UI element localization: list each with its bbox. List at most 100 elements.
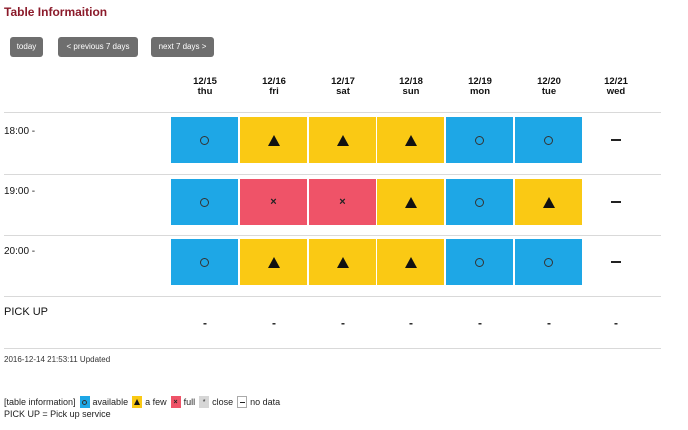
day-date: 12/21 [604,76,628,87]
triangle-icon [336,134,349,146]
day-of-week: tue [541,86,557,97]
availability-cell[interactable]: × [240,179,307,225]
triangle-icon [542,196,555,208]
circle-icon [475,135,484,145]
day-of-week: fri [269,86,279,97]
legend-prefix: [table information] [4,397,76,407]
time-slot-label: 20:00 - [4,246,36,257]
day-date: 12/17 [331,76,355,87]
day-date: 12/15 [193,76,217,87]
divider [4,235,661,236]
circle-icon [544,257,553,267]
circle-icon [475,257,484,267]
updated-timestamp: 2016-12-14 21:53:11 Updated [4,355,111,364]
availability-cell[interactable] [240,117,307,163]
availability-cell[interactable] [377,117,444,163]
circle-icon [475,197,484,207]
day-header: 12/16 fri [240,77,308,97]
full-swatch: × [170,396,181,408]
day-header: 12/21 wed [582,77,650,97]
availability-cell[interactable] [309,117,376,163]
day-header: 12/20 tue [515,77,583,97]
page-title: Table Informaition [4,5,108,19]
triangle-icon [404,134,417,146]
day-of-week: mon [469,86,491,97]
nodata-swatch [237,396,248,408]
pickup-value: - [478,316,482,330]
availability-cell[interactable] [446,179,513,225]
pickup-row-label: PICK UP [4,306,49,318]
legend: [table information] available a few × fu… [4,396,280,408]
availability-cell[interactable] [515,117,582,163]
close-swatch: * [199,396,210,408]
day-date: 12/16 [262,76,286,87]
day-of-week: thu [197,86,213,97]
circle-icon [200,135,209,145]
circle-icon [544,135,553,145]
circle-icon [82,399,88,405]
time-slot-label: 18:00 - [4,126,36,137]
availability-cell[interactable] [515,179,582,225]
legend-full-label: full [183,397,196,407]
dash-icon [610,139,621,141]
availability-cell [582,117,649,163]
time-slot-label: 19:00 - [4,186,36,197]
divider [4,348,661,349]
availability-cell [582,179,649,225]
cross-icon: × [339,195,346,208]
triangle-icon [404,256,417,268]
previous-7-days-button[interactable]: < previous 7 days [58,37,138,57]
triangle-icon [336,256,349,268]
dash-icon [610,261,621,263]
triangle-icon [134,399,141,405]
availability-cell[interactable] [171,179,238,225]
availability-cell[interactable]: × [309,179,376,225]
day-of-week: sat [336,86,350,97]
triangle-icon [267,134,280,146]
pickup-value: - [547,316,551,330]
day-header: 12/18 sun [377,77,445,97]
pickup-value: - [409,316,413,330]
next-7-days-button[interactable]: next 7 days > [151,37,214,57]
dash-icon [610,201,621,203]
today-button[interactable]: today [10,37,43,57]
availability-cell[interactable] [515,239,582,285]
pickup-value: - [203,316,207,330]
divider [4,296,661,297]
few-swatch [132,396,143,408]
day-header: 12/15 thu [171,77,239,97]
availability-cell[interactable] [446,117,513,163]
triangle-icon [404,196,417,208]
day-date: 12/18 [399,76,423,87]
availability-cell[interactable] [446,239,513,285]
availability-cell[interactable] [240,239,307,285]
availability-cell[interactable] [171,117,238,163]
day-header: 12/19 mon [446,77,514,97]
circle-icon [200,197,209,207]
divider [4,174,661,175]
availability-cell[interactable] [309,239,376,285]
day-date: 12/19 [468,76,492,87]
divider [4,112,661,113]
day-of-week: wed [606,86,626,97]
availability-cell[interactable] [377,179,444,225]
day-header: 12/17 sat [309,77,377,97]
legend-available-label: available [92,397,129,407]
pickup-value: - [614,316,618,330]
dash-icon [239,401,245,403]
legend-nodata-label: no data [250,397,281,407]
day-of-week: sun [402,86,420,97]
pickup-value: - [341,316,345,330]
pickup-note: PICK UP = Pick up service [4,409,111,419]
legend-close-label: close [212,397,234,407]
triangle-icon [267,256,280,268]
day-date: 12/20 [537,76,561,87]
available-swatch [79,396,90,408]
availability-cell[interactable] [171,239,238,285]
cross-icon: × [270,195,277,208]
availability-cell [582,239,649,285]
legend-few-label: a few [145,397,167,407]
pickup-value: - [272,316,276,330]
circle-icon [200,257,209,267]
availability-cell[interactable] [377,239,444,285]
